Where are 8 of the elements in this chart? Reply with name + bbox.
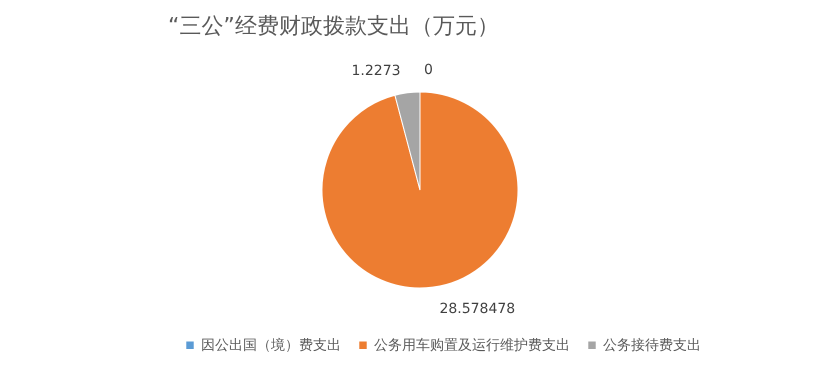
pie-slice	[322, 92, 518, 288]
text: 0	[424, 62, 433, 78]
legend-label: 公务用车购置及运行维护费支出	[374, 337, 570, 354]
legend-label: 因公出国（境）费支出	[201, 337, 341, 354]
legend-label: 公务接待费支出	[603, 337, 701, 354]
data-label: 28.578478	[439, 300, 516, 317]
data-label: 1.2273	[352, 63, 401, 80]
chart-title: “三公”经费财政拨款支出（万元）	[168, 14, 499, 39]
